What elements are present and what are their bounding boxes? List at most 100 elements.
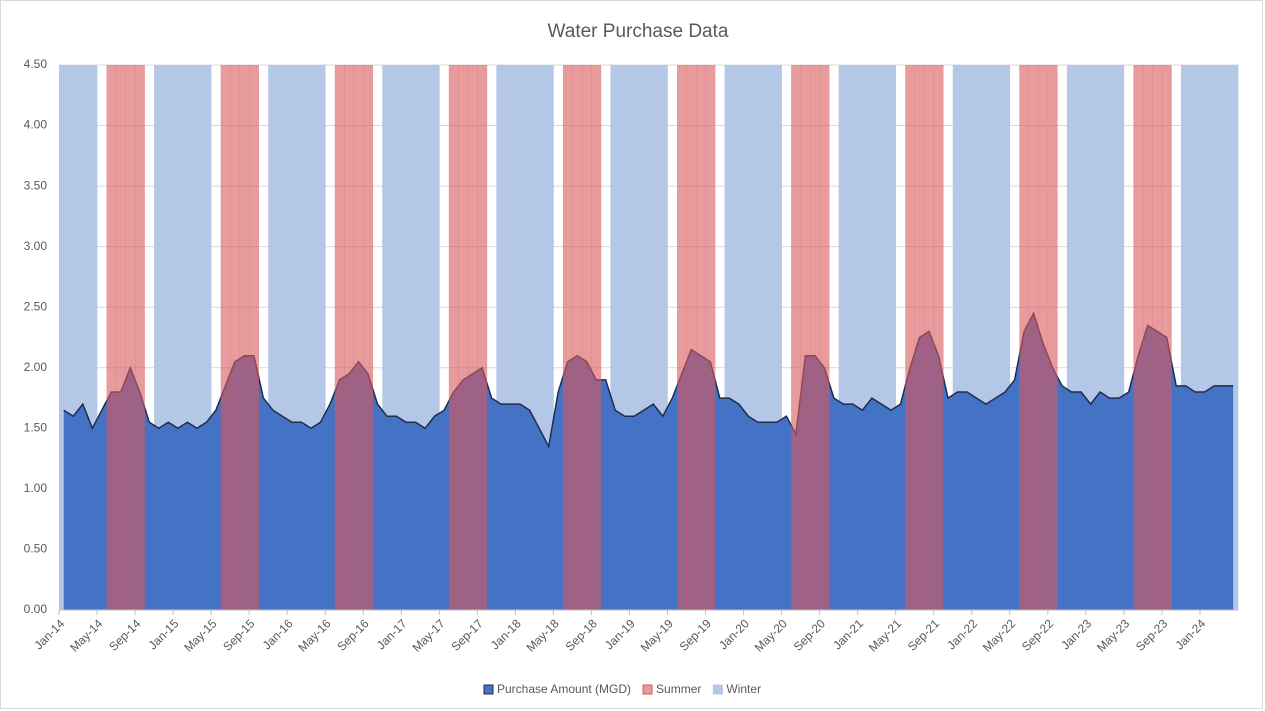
season-bar	[705, 65, 716, 610]
season-bar	[734, 65, 744, 610]
season-bar	[1019, 65, 1030, 610]
season-bar	[306, 65, 317, 610]
y-tick-label: 0.50	[24, 542, 48, 556]
season-bar	[857, 65, 868, 610]
season-bar	[1218, 65, 1229, 610]
legend-label: Summer	[656, 682, 701, 696]
season-bar	[1133, 65, 1144, 610]
season-bar	[201, 65, 212, 610]
season-bar	[1161, 65, 1172, 610]
season-bar	[1000, 65, 1011, 610]
season-bar	[192, 65, 202, 610]
season-bar	[648, 65, 659, 610]
season-bar	[220, 65, 231, 610]
season-bar	[296, 65, 307, 610]
season-bar	[905, 65, 916, 610]
season-bar	[619, 65, 630, 610]
season-bar	[1228, 65, 1239, 610]
legend-swatch	[483, 684, 494, 695]
season-bar	[629, 65, 640, 610]
season-bar	[990, 65, 1001, 610]
season-bar	[933, 65, 944, 610]
season-bar	[287, 65, 298, 610]
season-bar	[344, 65, 355, 610]
season-bar	[353, 65, 364, 610]
season-bar	[505, 65, 516, 610]
season-bar	[1076, 65, 1087, 610]
season-bar	[135, 65, 145, 610]
season-bar	[762, 65, 773, 610]
season-bar	[239, 65, 250, 610]
season-bar	[1047, 65, 1058, 610]
season-bar	[800, 65, 811, 610]
season-bar	[401, 65, 412, 610]
season-bar	[867, 65, 877, 610]
chart-title: Water Purchase Data	[548, 21, 729, 42]
season-bar	[515, 65, 526, 610]
season-bar	[1209, 65, 1220, 610]
season-bar	[962, 65, 973, 610]
season-bar	[610, 65, 621, 610]
season-bar	[1180, 65, 1191, 610]
y-tick-label: 2.00	[24, 360, 48, 374]
season-bar	[467, 65, 478, 610]
y-tick-label: 3.00	[24, 239, 48, 253]
season-bar	[677, 65, 687, 610]
season-bar	[78, 65, 88, 610]
legend-label: Purchase Amount (MGD)	[497, 682, 631, 696]
season-bar	[448, 65, 459, 610]
season-bar	[458, 65, 469, 610]
season-bar	[1104, 65, 1115, 610]
season-bar	[268, 65, 278, 610]
season-bar	[810, 65, 820, 610]
season-bar	[886, 65, 897, 610]
y-tick-label: 1.50	[24, 421, 48, 435]
y-tick-label: 4.50	[24, 57, 48, 71]
season-bar	[562, 65, 573, 610]
season-bar	[106, 65, 117, 610]
season-bar	[1190, 65, 1201, 610]
season-bar	[363, 65, 374, 610]
season-bar	[391, 65, 402, 610]
legend-label: Winter	[726, 682, 761, 696]
y-tick-label: 2.50	[24, 299, 48, 313]
season-bar	[1152, 65, 1163, 610]
season-bar	[1066, 65, 1077, 610]
season-bar	[724, 65, 735, 610]
season-bar	[914, 65, 925, 610]
season-bar	[876, 65, 887, 610]
season-bar	[87, 65, 98, 610]
season-bar	[230, 65, 240, 610]
season-bar	[116, 65, 126, 610]
season-bar	[581, 65, 592, 610]
season-bar	[410, 65, 421, 610]
season-bar	[952, 65, 963, 610]
season-bar	[1199, 65, 1210, 610]
season-bar	[1095, 65, 1106, 610]
season-bar	[59, 65, 69, 610]
season-bar	[334, 65, 345, 610]
season-bar	[429, 65, 440, 610]
season-bar	[524, 65, 535, 610]
season-bar	[68, 65, 79, 610]
season-bar	[819, 65, 830, 610]
season-bar	[1142, 65, 1153, 610]
season-bar	[1038, 65, 1049, 610]
season-bar	[154, 65, 164, 610]
season-bar	[543, 65, 554, 610]
season-bar	[638, 65, 649, 610]
y-tick-label: 3.50	[24, 178, 48, 192]
season-bar	[1114, 65, 1125, 610]
season-bar	[848, 65, 858, 610]
season-bar	[173, 65, 183, 610]
season-bar	[277, 65, 288, 610]
season-bar	[182, 65, 193, 610]
season-bar	[420, 65, 431, 610]
season-bar	[838, 65, 849, 610]
season-bar	[496, 65, 507, 610]
legend-swatch	[712, 684, 723, 695]
season-bar	[772, 65, 782, 610]
season-bar	[572, 65, 583, 610]
season-bar	[753, 65, 763, 610]
